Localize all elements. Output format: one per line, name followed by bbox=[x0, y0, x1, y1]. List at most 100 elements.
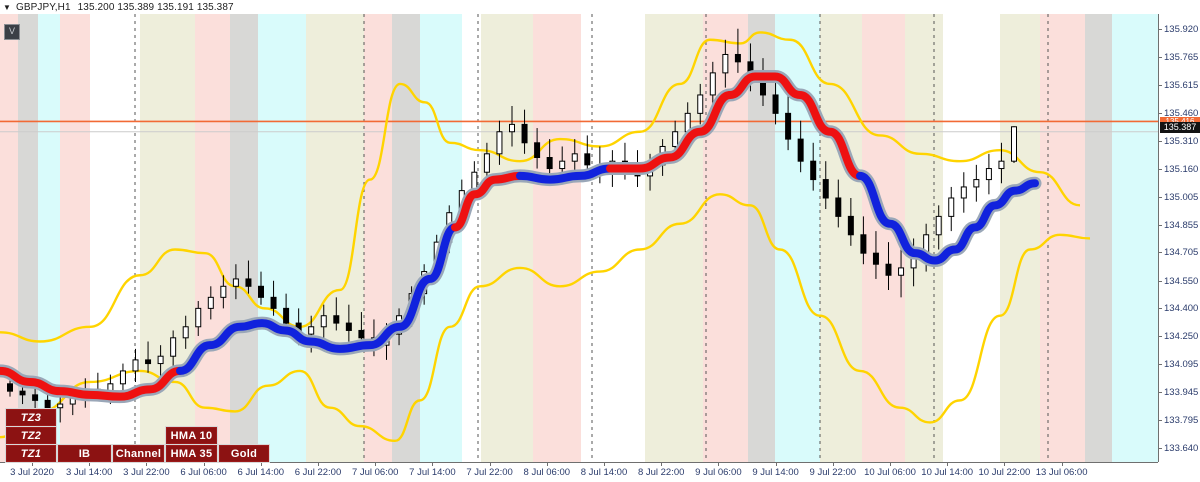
indicator-button-gold[interactable]: Gold bbox=[218, 444, 270, 463]
background-zone bbox=[258, 14, 306, 462]
ribbon-segment bbox=[606, 90, 734, 173]
time-tick-mark bbox=[89, 463, 91, 466]
indicator-button-hma35[interactable]: HMA 35 bbox=[165, 444, 218, 463]
price-tick: 134.550 bbox=[1159, 276, 1200, 287]
candle-body bbox=[182, 326, 189, 339]
indicator-button-hma10[interactable]: HMA 10 bbox=[165, 426, 218, 445]
symbol-label: GBPJPY,H1 bbox=[16, 1, 71, 13]
background-zone bbox=[38, 14, 60, 462]
ribbon-segment bbox=[516, 164, 614, 184]
candle-body bbox=[119, 370, 126, 385]
time-tick-mark bbox=[432, 463, 434, 466]
time-tick-label: 3 Jul 14:00 bbox=[65, 467, 113, 478]
time-tick-mark bbox=[318, 463, 319, 466]
candle-body bbox=[885, 263, 892, 276]
chart-header: ▼ GBPJPY,H1 135.200 135.389 135.191 135.… bbox=[0, 0, 1200, 14]
time-axis[interactable]: 3 Jul 2020 3 Jul 14:00 3 Jul 22:00 6 Jul 06… bbox=[0, 462, 1158, 482]
candle-body bbox=[835, 197, 842, 217]
candle-body bbox=[772, 94, 779, 114]
price-tick: 134.705 bbox=[1159, 247, 1200, 258]
candle-body bbox=[145, 359, 152, 365]
candle-body bbox=[810, 160, 817, 181]
candle-body bbox=[32, 394, 39, 401]
time-tick-mark bbox=[546, 463, 548, 466]
time-tick-mark bbox=[260, 463, 262, 466]
candle-body bbox=[985, 168, 992, 181]
indicator-button-ib[interactable]: IB bbox=[57, 444, 112, 463]
price-tick: 134.250 bbox=[1159, 331, 1200, 342]
price-tick: 135.160 bbox=[1159, 164, 1200, 175]
time-tick-mark bbox=[1004, 463, 1006, 466]
time-tick-label: 10 Jul 22:00 bbox=[978, 467, 1031, 478]
collapse-icon[interactable]: ▼ bbox=[2, 2, 12, 12]
background-zone bbox=[645, 14, 703, 462]
candle-body bbox=[822, 179, 829, 199]
indicator-button-tz2[interactable]: TZ2 bbox=[5, 426, 57, 445]
time-tick-label: 6 Jul 14:00 bbox=[237, 467, 285, 478]
candle-body bbox=[320, 315, 327, 328]
candle-body bbox=[960, 186, 967, 199]
candle-body bbox=[860, 234, 867, 254]
candle-body bbox=[270, 296, 277, 309]
background-zone bbox=[392, 14, 420, 462]
candle-body bbox=[283, 307, 290, 324]
time-tick-label: 7 Jul 06:00 bbox=[351, 467, 399, 478]
time-tick-label: 13 Jul 06:00 bbox=[1035, 467, 1088, 478]
price-tick: 135.310 bbox=[1159, 136, 1200, 147]
background-zone bbox=[195, 14, 230, 462]
price-tick: 135.765 bbox=[1159, 52, 1200, 63]
background-zones bbox=[0, 14, 1158, 462]
background-zone bbox=[820, 14, 862, 462]
time-tick-label: 9 Jul 14:00 bbox=[752, 467, 799, 478]
time-tick-label: 8 Jul 06:00 bbox=[523, 467, 571, 478]
price-tick: 135.460 bbox=[1159, 108, 1200, 119]
price-tick: 135.615 bbox=[1159, 80, 1200, 91]
toggle-v-button[interactable]: V bbox=[4, 24, 20, 40]
price-axis[interactable]: 135.416 135.387 135.920135.765135.615135… bbox=[1158, 14, 1200, 462]
candle-body bbox=[797, 138, 804, 162]
candle-body bbox=[7, 383, 13, 392]
channel-upper-band bbox=[0, 31, 1081, 343]
time-tick-mark bbox=[1061, 463, 1063, 466]
candle-body bbox=[483, 153, 490, 173]
indicator-button-channel[interactable]: Channel bbox=[112, 444, 165, 463]
candle-body bbox=[546, 157, 553, 170]
ribbon-segment bbox=[856, 171, 1039, 265]
time-tick-label: 3 Jul 22:00 bbox=[123, 467, 170, 478]
background-zone bbox=[1000, 14, 1040, 462]
candle-body bbox=[584, 153, 591, 166]
time-tick-label: 8 Jul 14:00 bbox=[580, 467, 628, 478]
price-tick: 135.920 bbox=[1159, 24, 1200, 35]
candle-body bbox=[872, 252, 879, 265]
candle-body bbox=[521, 123, 528, 144]
ribbon-segment bbox=[726, 72, 864, 180]
candle-body bbox=[358, 329, 365, 339]
time-tick-mark bbox=[32, 463, 33, 466]
ohlc-values: 135.200 135.389 135.191 135.387 bbox=[77, 1, 234, 13]
time-tick-label: 9 Jul 06:00 bbox=[695, 467, 742, 478]
price-tick: 134.855 bbox=[1159, 220, 1200, 231]
time-tick-label: 10 Jul 14:00 bbox=[921, 467, 974, 478]
candle-body bbox=[207, 296, 214, 309]
time-tick-mark bbox=[146, 463, 148, 466]
candle-body bbox=[170, 337, 177, 357]
time-tick-label: 6 Jul 22:00 bbox=[294, 467, 342, 478]
time-tick-mark bbox=[604, 463, 605, 466]
ribbon-segment bbox=[451, 171, 524, 232]
time-tick-label: 8 Jul 22:00 bbox=[637, 467, 685, 478]
candle-body bbox=[898, 267, 905, 276]
candle-body bbox=[308, 326, 315, 335]
candle-body bbox=[258, 285, 264, 298]
time-tick-mark bbox=[832, 463, 834, 466]
indicator-button-tz3[interactable]: TZ3 bbox=[5, 408, 57, 427]
chart-plot-area[interactable] bbox=[0, 14, 1158, 462]
price-tick: 133.640 bbox=[1159, 443, 1200, 454]
candle-body bbox=[220, 285, 227, 298]
candle-body bbox=[157, 355, 164, 365]
hma-ribbon bbox=[0, 70, 1042, 404]
candle-body bbox=[571, 153, 578, 162]
price-tick: 135.005 bbox=[1159, 192, 1200, 203]
price-level-lines bbox=[0, 120, 1158, 133]
time-tick-label: 6 Jul 06:00 bbox=[180, 467, 227, 478]
indicator-button-tz1[interactable]: TZ1 bbox=[5, 444, 57, 463]
